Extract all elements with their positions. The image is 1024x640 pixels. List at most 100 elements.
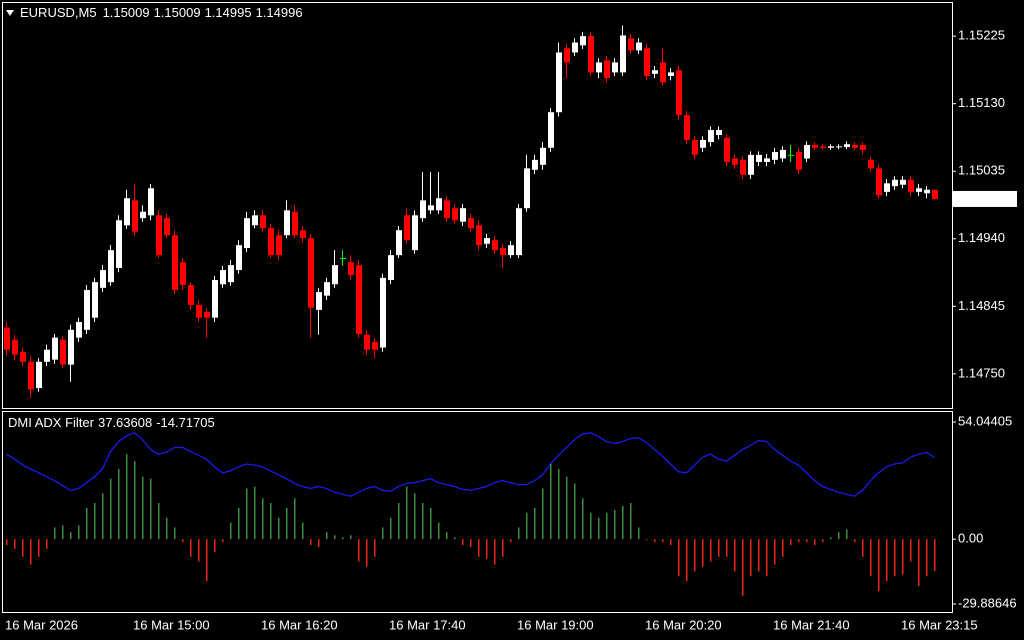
x-tick-label: 16 Mar 23:15 [901, 617, 978, 632]
histogram-bar [646, 539, 648, 541]
candle-body [20, 351, 26, 362]
candle-body [580, 36, 586, 46]
histogram-bar [590, 512, 592, 540]
histogram-bar [622, 506, 624, 540]
histogram-bar [222, 539, 224, 543]
candle-body [700, 139, 706, 148]
histogram-bar [838, 532, 840, 540]
candle-body [484, 238, 490, 244]
candle-body [620, 35, 626, 73]
y-tick-label: 1.15130 [958, 95, 1005, 110]
candle-body [844, 144, 850, 148]
candle-body [460, 208, 466, 222]
histogram-bar [358, 539, 360, 562]
histogram-bar [430, 507, 432, 540]
candle-body [932, 189, 938, 199]
histogram-bar [422, 502, 424, 540]
histogram-bar [470, 539, 472, 547]
candle-body [404, 215, 410, 241]
candle-body [356, 265, 362, 335]
candle-body [212, 280, 218, 318]
histogram-bar [294, 498, 296, 540]
histogram-bar [14, 539, 16, 549]
histogram-bar [630, 502, 632, 540]
candle-body [876, 168, 882, 196]
menu-triangle[interactable] [6, 10, 14, 16]
candle-body [388, 255, 394, 281]
candle-body [900, 179, 906, 185]
histogram-bar [438, 522, 440, 540]
histogram-bar [454, 537, 456, 540]
candle-body [12, 339, 18, 355]
candle-body [836, 146, 842, 148]
candle-body [116, 220, 122, 268]
candle-body [660, 62, 666, 83]
histogram-bar [54, 527, 56, 540]
candle-body [284, 210, 290, 236]
candle-body [276, 235, 282, 256]
histogram-bar [78, 525, 80, 540]
indicator-name: DMI ADX Filter [8, 415, 95, 430]
histogram-bar [726, 539, 728, 557]
candle-body [796, 152, 802, 170]
y-tick-label: 1.14845 [958, 298, 1005, 313]
histogram-bar [286, 507, 288, 540]
histogram-bar [662, 539, 664, 543]
candle-body [772, 152, 778, 160]
histogram-bar [182, 539, 184, 543]
x-tick-label: 16 Mar 21:40 [773, 617, 850, 632]
candle-body [916, 188, 922, 192]
candle-body [156, 215, 162, 256]
candle-body [556, 52, 562, 113]
histogram-bar [494, 539, 496, 565]
histogram-bar [318, 539, 320, 547]
indicator-hist-value: -14.71705 [156, 415, 215, 430]
price-label-box [953, 190, 1017, 207]
candle-body [228, 265, 234, 283]
candle-body [636, 42, 642, 51]
histogram-bar [694, 539, 696, 572]
candle-body [476, 225, 482, 246]
candle-body [540, 147, 546, 165]
candle-body [804, 144, 810, 159]
histogram-bar [750, 539, 752, 577]
candle-body [28, 361, 34, 390]
last-open: 1.15009 [103, 5, 150, 20]
histogram-bar [910, 539, 912, 562]
histogram-bar [574, 483, 576, 540]
candle-body [708, 129, 714, 143]
histogram-bar [798, 539, 800, 543]
histogram-bar [854, 539, 856, 543]
price-label: 1.14996 [958, 190, 1005, 205]
histogram-bar [782, 539, 784, 557]
candle-body [268, 228, 274, 256]
histogram-bar [934, 539, 936, 572]
candle-body [4, 327, 10, 350]
histogram-bar [534, 507, 536, 540]
histogram-bar [902, 539, 904, 575]
histogram-bar [654, 539, 656, 543]
candle-body [524, 168, 530, 209]
histogram-bar [926, 539, 928, 577]
candle-body [908, 179, 914, 192]
histogram-bar [822, 539, 824, 543]
candle-body [812, 144, 818, 148]
candle-body [924, 189, 930, 194]
candle-body [332, 265, 338, 285]
histogram-bar [310, 539, 312, 546]
candle-body [628, 38, 634, 51]
x-tick-label: 16 Mar 2026 [5, 617, 78, 632]
histogram-bar [566, 476, 568, 540]
candle-body [652, 70, 658, 74]
candle-body [380, 277, 386, 348]
histogram-bar [670, 539, 672, 546]
histogram-bar [262, 498, 264, 540]
candle-body [860, 144, 866, 150]
histogram-bar [478, 539, 480, 557]
histogram-bar [366, 539, 368, 567]
histogram-bar [678, 539, 680, 577]
candle-body [756, 154, 762, 162]
candle-body [76, 321, 82, 338]
candle-body [204, 312, 210, 318]
candle-body [676, 70, 682, 116]
